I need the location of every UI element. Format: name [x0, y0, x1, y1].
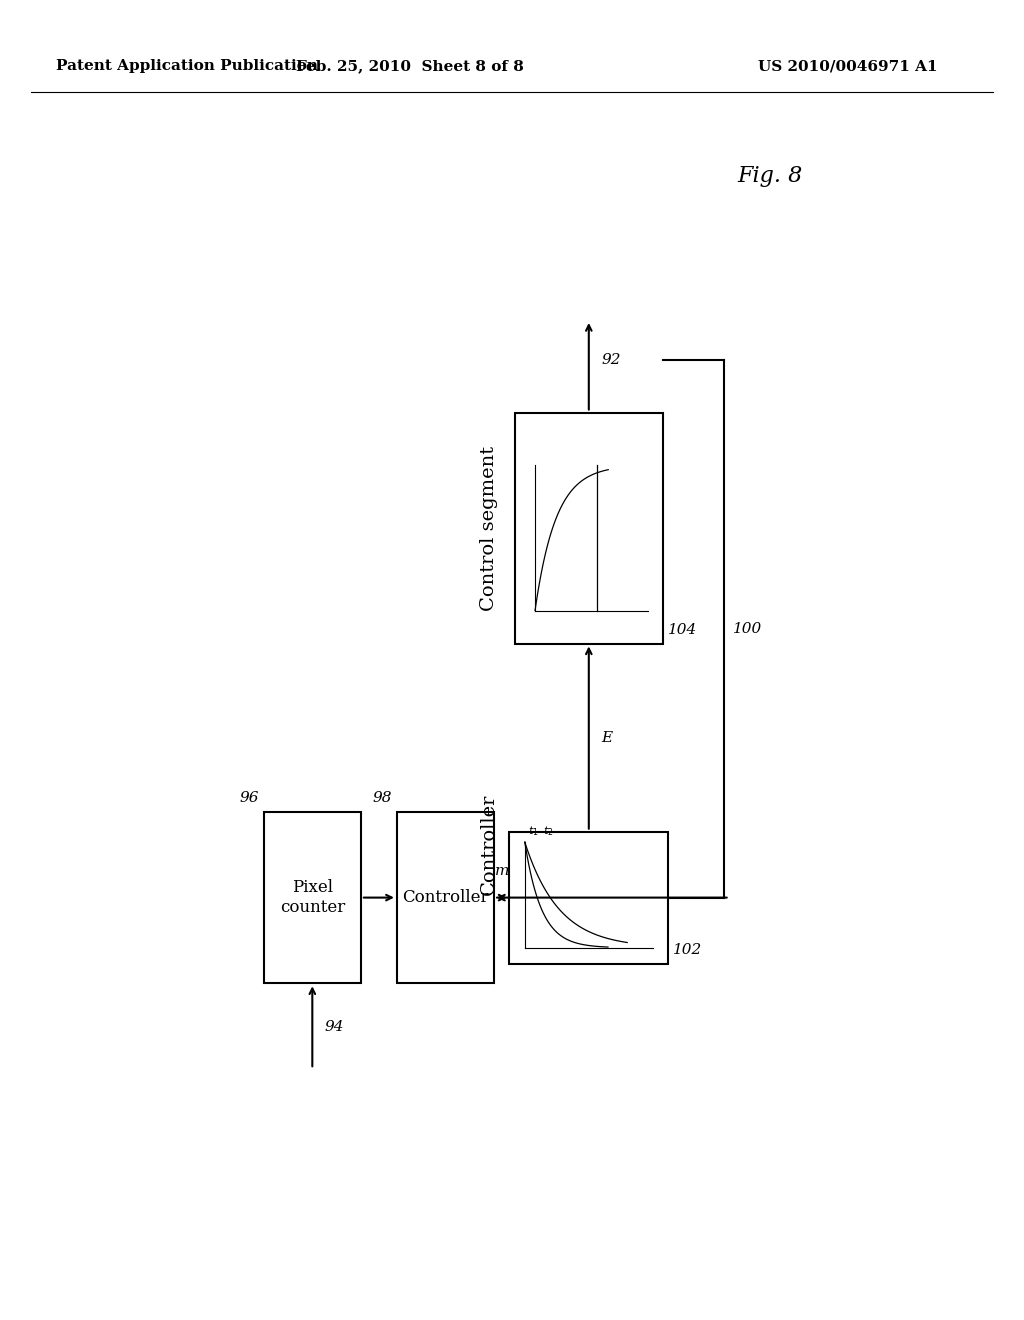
Text: E: E: [601, 730, 612, 744]
Text: $t_1$: $t_1$: [528, 825, 539, 838]
Bar: [397, 812, 495, 983]
Text: 96: 96: [239, 791, 258, 805]
Text: Controller: Controller: [480, 795, 498, 895]
Text: m: m: [495, 863, 509, 878]
Text: 102: 102: [674, 942, 702, 957]
Text: Controller: Controller: [402, 890, 488, 906]
Text: Control segment: Control segment: [480, 445, 498, 611]
Text: Feb. 25, 2010  Sheet 8 of 8: Feb. 25, 2010 Sheet 8 of 8: [296, 59, 523, 74]
Text: US 2010/0046971 A1: US 2010/0046971 A1: [758, 59, 937, 74]
Bar: [514, 412, 664, 644]
Text: 98: 98: [372, 791, 391, 805]
Text: $t_2$: $t_2$: [543, 825, 554, 838]
Text: Pixel
counter: Pixel counter: [280, 879, 345, 916]
Text: Fig. 8: Fig. 8: [737, 165, 803, 187]
Bar: [264, 812, 361, 983]
Bar: [509, 832, 668, 964]
Text: 100: 100: [733, 622, 762, 636]
Text: 104: 104: [668, 623, 697, 638]
Text: 92: 92: [601, 352, 621, 367]
Text: 94: 94: [325, 1020, 344, 1034]
Text: Patent Application Publication: Patent Application Publication: [56, 59, 318, 74]
